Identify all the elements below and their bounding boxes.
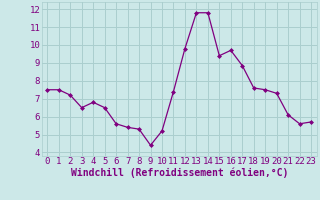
X-axis label: Windchill (Refroidissement éolien,°C): Windchill (Refroidissement éolien,°C) [70,168,288,178]
